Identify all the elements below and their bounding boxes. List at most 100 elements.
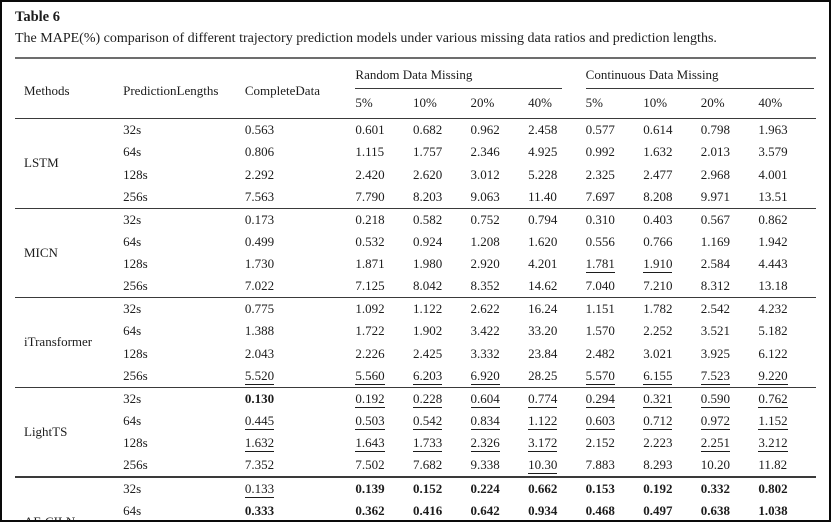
random-missing-cell: 0.962	[470, 118, 529, 142]
random-missing-cell: 1.122	[528, 410, 586, 432]
value-text: 1.122	[528, 412, 558, 430]
value-text: 0.774	[528, 390, 558, 408]
continuous-missing-cell: 0.321	[643, 386, 701, 410]
random-missing-cell: 5.560	[355, 365, 413, 388]
value-text: 13.18	[758, 278, 788, 294]
value-text: 0.362	[355, 503, 385, 519]
continuous-missing-cell: 2.968	[701, 163, 759, 185]
value-text: 0.403	[643, 211, 673, 227]
continuous-missing-cell: 0.862	[758, 207, 816, 231]
method-label: MICN	[15, 207, 124, 298]
random-missing-cell: 1.980	[413, 253, 471, 275]
value-text: 13.51	[758, 188, 788, 204]
continuous-missing-cell: 9.971	[701, 186, 759, 209]
value-text: 0.542	[412, 412, 443, 430]
header-ratio: 10%	[643, 91, 701, 120]
value-text: 2.482	[585, 345, 615, 361]
value-text: 2.292	[244, 166, 275, 182]
value-text: 3.212	[758, 435, 788, 452]
value-text: 5.520	[244, 367, 275, 385]
value-text: 2.223	[643, 435, 673, 451]
value-text: 0.682	[412, 122, 443, 138]
value-text: 8.203	[412, 188, 443, 204]
random-missing-cell: 0.542	[412, 410, 471, 432]
value-text: 7.040	[585, 278, 615, 294]
table-row: 64s 0.333 0.362 0.416 0.642 0.934 0.468 0.497 0.…	[15, 500, 816, 520]
continuous-missing-cell: 3.212	[758, 432, 816, 454]
table-body: LSTM 32s 0.563 0.601 0.682 0.962 2.458 0.577 0.6…	[15, 118, 816, 520]
random-missing-cell: 4.925	[528, 141, 586, 163]
value-text: 1.910	[643, 256, 673, 273]
value-text: 0.556	[585, 233, 615, 249]
header-ratio: 5%	[585, 91, 644, 120]
value-text: 9.338	[470, 457, 500, 473]
continuous-missing-cell: 0.192	[643, 476, 701, 501]
value-text: 1.388	[244, 323, 275, 339]
complete-data-cell: 1.730	[245, 253, 356, 275]
value-text: 0.228	[412, 390, 443, 408]
value-text: 0.601	[355, 122, 385, 138]
value-text: 2.152	[585, 435, 615, 451]
value-text: 0.604	[470, 390, 500, 408]
random-missing-cell: 10.30	[528, 454, 586, 477]
value-text: 7.352	[244, 457, 275, 473]
random-missing-cell: 8.203	[413, 186, 471, 209]
value-text: 14.62	[528, 278, 558, 294]
random-missing-cell: 0.218	[355, 207, 413, 231]
value-text: 1.733	[412, 435, 443, 452]
continuous-missing-cell: 3.521	[701, 320, 759, 342]
table-row: AF-CILN 32s 0.133 0.139 0.152 0.224 0.662 0.153…	[15, 476, 816, 520]
prediction-length-cell: 256s	[123, 278, 148, 294]
value-text: 3.332	[470, 345, 500, 361]
random-missing-cell: 0.601	[355, 118, 413, 142]
value-text: 1.632	[244, 435, 275, 452]
value-text: 0.567	[700, 211, 731, 227]
continuous-missing-cell: 1.151	[585, 297, 644, 321]
value-text: 7.502	[355, 457, 385, 473]
continuous-missing-cell: 0.403	[643, 207, 701, 231]
value-text: 1.152	[758, 412, 788, 430]
continuous-missing-cell: 6.155	[643, 365, 701, 388]
value-text: 8.352	[470, 278, 500, 294]
value-text: 1.092	[355, 301, 385, 317]
value-text: 8.208	[643, 188, 673, 204]
value-text: 0.862	[758, 211, 788, 227]
value-text: 6.122	[758, 345, 788, 361]
value-text: 0.173	[244, 211, 275, 227]
value-text: 0.775	[244, 301, 275, 317]
value-text: 9.063	[470, 188, 500, 204]
continuous-missing-cell: 0.992	[586, 141, 644, 163]
method-label: AF-CILN	[15, 476, 124, 520]
value-text: 3.521	[700, 323, 731, 339]
value-text: 2.325	[585, 166, 615, 182]
complete-data-cell: 5.520	[244, 365, 356, 388]
complete-data-cell: 0.499	[245, 231, 356, 253]
value-text: 8.312	[700, 278, 731, 294]
value-text: 0.332	[700, 481, 731, 497]
value-text: 7.210	[643, 278, 673, 294]
table-title: Table 6	[15, 9, 60, 25]
random-missing-cell: 4.201	[528, 253, 586, 275]
value-text: 1.115	[355, 144, 385, 160]
prediction-length-cell: 32s	[123, 386, 245, 410]
value-text: 2.251	[700, 435, 731, 452]
continuous-missing-cell: 0.556	[586, 231, 644, 253]
random-missing-cell: 0.139	[355, 476, 413, 501]
value-text: 3.021	[643, 345, 673, 361]
value-text: 0.445	[244, 412, 275, 430]
random-missing-cell: 0.752	[470, 207, 529, 231]
random-missing-cell: 28.25	[528, 365, 586, 388]
continuous-missing-cell: 0.332	[700, 476, 759, 501]
value-text: 2.584	[700, 256, 731, 272]
random-missing-cell: 1.122	[412, 297, 471, 321]
value-text: 1.963	[758, 122, 788, 138]
complete-data-cell: 0.806	[245, 141, 356, 163]
value-text: 0.321	[643, 390, 673, 408]
header-ratio: 20%	[470, 91, 529, 120]
continuous-missing-cell: 3.021	[643, 342, 701, 364]
value-text: 11.82	[758, 457, 788, 473]
value-text: 0.130	[244, 390, 275, 406]
value-text: 0.133	[244, 481, 275, 499]
value-text: 11.40	[528, 188, 557, 204]
continuous-missing-cell: 0.802	[758, 476, 816, 501]
